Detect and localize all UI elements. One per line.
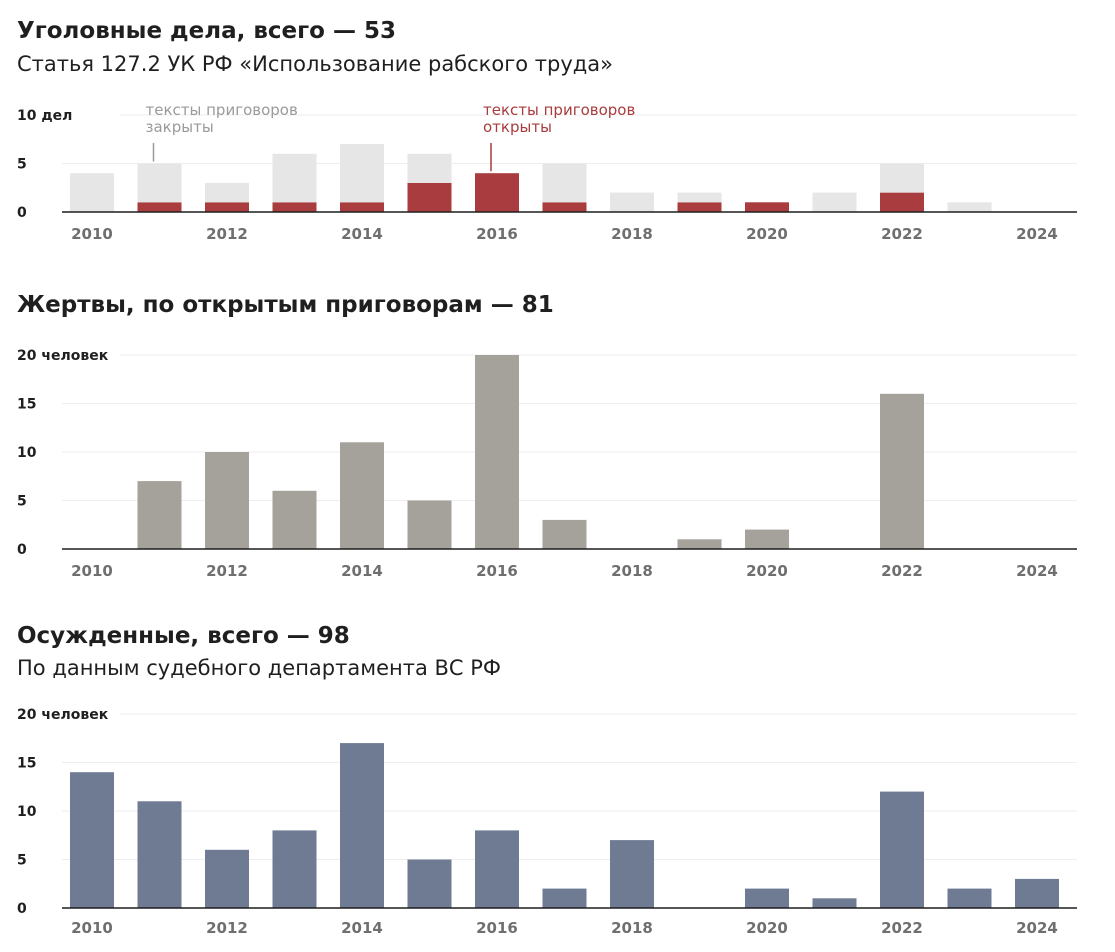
x-tick-label: 2018 [611,562,653,580]
bar [542,163,587,203]
y-tick-label: 0 [17,205,27,221]
bar [475,173,519,212]
y-tick-label: 10 [17,804,37,820]
bar [880,192,924,212]
bar [272,202,317,212]
bar [475,355,519,549]
x-tick-label: 2020 [746,919,788,937]
chart1-title: Уголовные дела, всего — 53 [17,18,396,44]
bar [407,153,452,183]
bar [205,452,249,549]
bar [745,888,789,908]
bar [542,888,587,908]
bar [880,163,924,193]
bar [340,442,384,549]
bar [542,519,587,549]
x-tick-label: 2012 [206,919,248,937]
x-tick-label: 2022 [881,919,923,937]
x-tick-label: 2012 [206,225,248,243]
x-tick-label: 2024 [1016,225,1058,243]
chart1-subtitle: Статья 127.2 УК РФ «Использование рабско… [17,52,613,76]
bar [677,202,722,212]
x-tick-label: 2016 [476,562,518,580]
x-tick-label: 2014 [341,562,383,580]
bar [137,481,182,549]
bar [137,801,182,908]
bar [610,192,654,212]
chart2-title: Жертвы, по открытым приговорам — 81 [17,292,554,318]
annotation-label: открыты [483,118,552,136]
x-tick-label: 2018 [611,225,653,243]
bar [272,153,317,203]
annotation-label: тексты приговоров [483,101,635,119]
y-tick-label: 0 [17,542,27,558]
bar [205,849,249,908]
y-tick-label: 5 [17,157,27,173]
bar [340,202,384,212]
bar [205,202,249,212]
x-tick-label: 2020 [746,225,788,243]
bar [812,192,857,212]
x-tick-label: 2012 [206,562,248,580]
x-tick-label: 2018 [611,919,653,937]
x-tick-label: 2022 [881,225,923,243]
annotation-label: закрыты [146,118,214,136]
bar [272,830,317,908]
bar [70,173,114,212]
y-tick-label: 20 человек [17,348,109,364]
bar [475,830,519,908]
bar [610,840,654,908]
bar [745,529,789,549]
y-tick-label: 15 [17,397,36,413]
bar [812,898,857,908]
x-tick-label: 2024 [1016,562,1058,580]
x-tick-label: 2014 [341,225,383,243]
y-tick-label: 10 [17,445,37,461]
bar [1015,878,1059,908]
y-tick-label: 0 [17,901,27,917]
bar [880,791,924,908]
bar [340,144,384,203]
chart3-subtitle: По данным судебного департамента ВС РФ [17,656,501,680]
bar [947,202,992,212]
bar [947,888,992,908]
bar [880,393,924,549]
chart3-title: Осужденные, всего — 98 [17,623,350,649]
x-tick-label: 2014 [341,919,383,937]
bar [677,192,722,203]
y-tick-label: 5 [17,494,27,510]
annotation-label: тексты приговоров [146,101,298,119]
bar [407,182,452,212]
x-tick-label: 2016 [476,225,518,243]
x-tick-label: 2016 [476,919,518,937]
bar [407,859,452,908]
x-tick-label: 2010 [71,225,113,243]
x-tick-label: 2024 [1016,919,1058,937]
bar [407,500,452,549]
bar [137,163,182,203]
y-tick-label: 10 дел [17,108,72,124]
bar [340,743,384,908]
y-tick-label: 15 [17,756,36,772]
x-tick-label: 2010 [71,562,113,580]
x-tick-label: 2022 [881,562,923,580]
y-tick-label: 20 человек [17,707,109,723]
bar [677,539,722,549]
bar [272,490,317,549]
bar [745,202,789,212]
bar [205,182,249,203]
y-tick-label: 5 [17,853,27,869]
bar [542,202,587,212]
bar [70,772,114,908]
x-tick-label: 2010 [71,919,113,937]
bar [137,202,182,212]
x-tick-label: 2020 [746,562,788,580]
